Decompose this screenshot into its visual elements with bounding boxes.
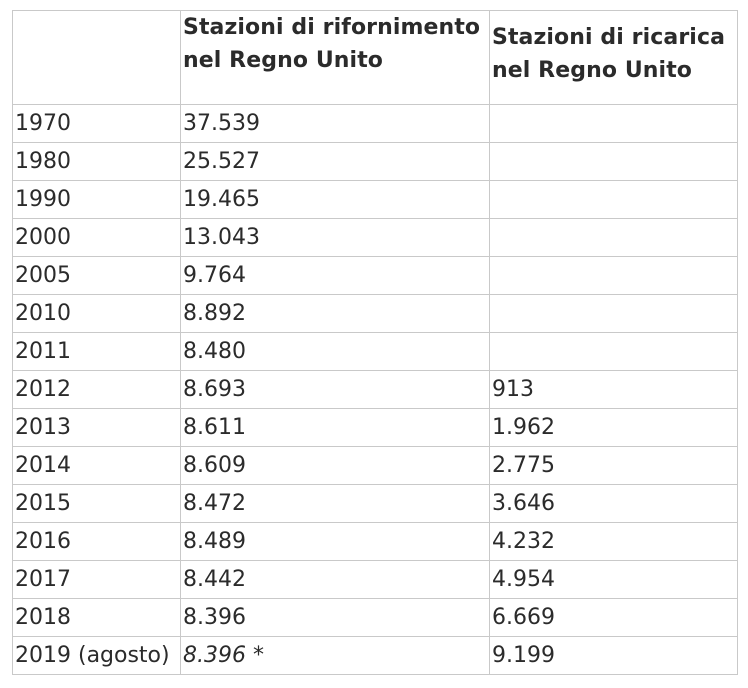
charging-stations-cell xyxy=(489,256,738,295)
charging-stations-cell: 4.232 xyxy=(489,522,738,561)
fuel-stations-value: 8.442 xyxy=(183,567,246,592)
fuel-stations-value: 8.480 xyxy=(183,339,246,364)
fuel-stations-value: 9.764 xyxy=(183,263,246,288)
charging-stations-cell: 4.954 xyxy=(489,560,738,599)
year-cell: 2005 xyxy=(12,256,181,295)
fuel-stations-value: 13.043 xyxy=(183,225,260,250)
charging-stations-cell: 3.646 xyxy=(489,484,738,523)
fuel-stations-cell: 37.539 xyxy=(180,104,490,143)
fuel-stations-cell: 13.043 xyxy=(180,218,490,257)
fuel-stations-cell: 8.489 xyxy=(180,522,490,561)
table-row: 2014 8.609 2.775 xyxy=(12,446,738,485)
fuel-stations-cell: 8.693 xyxy=(180,370,490,409)
table-row: 2016 8.489 4.232 xyxy=(12,522,738,561)
table-row: 1980 25.527 xyxy=(12,142,738,181)
fuel-stations-value: 19.465 xyxy=(183,187,260,212)
fuel-stations-cell: 8.892 xyxy=(180,294,490,333)
fuel-stations-cell: 25.527 xyxy=(180,142,490,181)
year-cell: 1990 xyxy=(12,180,181,219)
year-cell: 2017 xyxy=(12,560,181,599)
fuel-stations-value: 8.892 xyxy=(183,301,246,326)
charging-stations-cell: 913 xyxy=(489,370,738,409)
charging-stations-cell xyxy=(489,294,738,333)
fuel-stations-cell: 9.764 xyxy=(180,256,490,295)
year-cell: 1970 xyxy=(12,104,181,143)
table-row: 2000 13.043 xyxy=(12,218,738,257)
table-row: 2013 8.611 1.962 xyxy=(12,408,738,447)
fuel-stations-value: 8.489 xyxy=(183,529,246,554)
charging-stations-cell: 9.199 xyxy=(489,636,738,675)
header-year xyxy=(12,10,181,105)
fuel-stations-value: 8.396 xyxy=(183,605,246,630)
table-row: 2010 8.892 xyxy=(12,294,738,333)
table-row: 2015 8.472 3.646 xyxy=(12,484,738,523)
fuel-stations-cell: 8.480 xyxy=(180,332,490,371)
year-cell: 2000 xyxy=(12,218,181,257)
table-row: 1970 37.539 xyxy=(12,104,738,143)
table-body: 1970 37.539 1980 25.527 1990 19.465 2000 13.043… xyxy=(12,104,738,675)
table-row: 2012 8.693 913 xyxy=(12,370,738,409)
table-row: 2018 8.396 6.669 xyxy=(12,598,738,637)
table-header: Stazioni di rifornimento nel Regno Unito … xyxy=(12,10,738,105)
fuel-stations-value: 8.396 xyxy=(183,643,246,668)
year-cell: 2013 xyxy=(12,408,181,447)
year-cell: 2014 xyxy=(12,446,181,485)
fuel-stations-cell: 8.611 xyxy=(180,408,490,447)
fuel-stations-cell: 8.442 xyxy=(180,560,490,599)
year-cell: 2012 xyxy=(12,370,181,409)
fuel-stations-cell: 19.465 xyxy=(180,180,490,219)
charging-stations-cell xyxy=(489,142,738,181)
fuel-stations-cell: 8.396 xyxy=(180,598,490,637)
fuel-stations-value: 25.527 xyxy=(183,149,260,174)
charging-stations-cell: 1.962 xyxy=(489,408,738,447)
table-row: 1990 19.465 xyxy=(12,180,738,219)
year-cell: 2018 xyxy=(12,598,181,637)
header-charging-stations-label: Stazioni di ricarica nel Regno Unito xyxy=(492,25,726,83)
header-fuel-stations-label: Stazioni di rifornimento nel Regno Unito xyxy=(183,15,481,73)
year-cell: 2010 xyxy=(12,294,181,333)
fuel-stations-value: 8.609 xyxy=(183,453,246,478)
charging-stations-cell: 2.775 xyxy=(489,446,738,485)
fuel-stations-value: 8.472 xyxy=(183,491,246,516)
table-row: 2011 8.480 xyxy=(12,332,738,371)
stations-table: Stazioni di rifornimento nel Regno Unito … xyxy=(12,10,738,675)
charging-stations-cell xyxy=(489,104,738,143)
header-charging-stations: Stazioni di ricarica nel Regno Unito xyxy=(489,10,738,105)
fuel-stations-footnote-marker: * xyxy=(245,643,264,668)
fuel-stations-cell: 8.472 xyxy=(180,484,490,523)
year-cell: 2016 xyxy=(12,522,181,561)
year-cell: 1980 xyxy=(12,142,181,181)
year-cell: 2015 xyxy=(12,484,181,523)
fuel-stations-value: 8.693 xyxy=(183,377,246,402)
charging-stations-cell: 6.669 xyxy=(489,598,738,637)
charging-stations-cell xyxy=(489,180,738,219)
fuel-stations-cell: 8.609 xyxy=(180,446,490,485)
fuel-stations-value: 37.539 xyxy=(183,111,260,136)
table-row: 2017 8.442 4.954 xyxy=(12,560,738,599)
charging-stations-cell xyxy=(489,332,738,371)
fuel-stations-cell: 8.396 * xyxy=(180,636,490,675)
year-cell: 2011 xyxy=(12,332,181,371)
table-row: 2005 9.764 xyxy=(12,256,738,295)
header-fuel-stations: Stazioni di rifornimento nel Regno Unito xyxy=(180,10,490,105)
header-row: Stazioni di rifornimento nel Regno Unito … xyxy=(12,10,738,105)
fuel-stations-value: 8.611 xyxy=(183,415,246,440)
table-row: 2019 (agosto) 8.396 * 9.199 xyxy=(12,636,738,675)
year-cell: 2019 (agosto) xyxy=(12,636,181,675)
charging-stations-cell xyxy=(489,218,738,257)
